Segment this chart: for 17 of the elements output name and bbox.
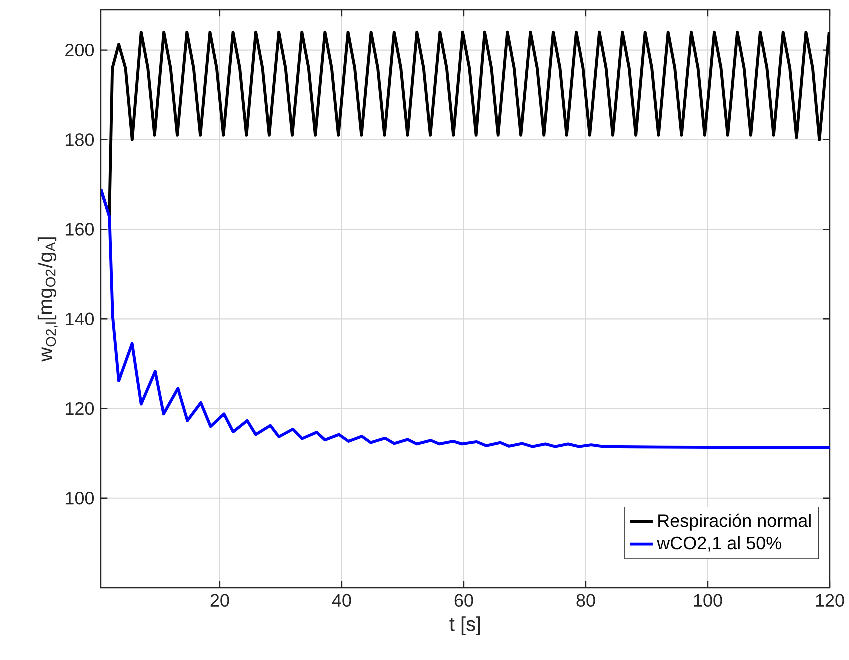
x-axis-title: t [s] [450,616,480,636]
x-tick-label: 80 [576,594,596,607]
x-tick-label: 60 [454,594,474,607]
y-axis-title: w$_{O2,l}$[mg$_{O2}$/g$_{A}$] [38,238,58,362]
y-tick-label: 140 [66,312,94,326]
y-tick-label: 200 [66,44,94,57]
legend-label: Respiración normal [658,514,811,531]
y-tick-label: 100 [66,492,94,505]
y-tick-label: 160 [66,223,94,236]
x-tick-label: 120 [816,594,844,607]
line-series [101,188,830,450]
legend-label: wCO2,1 al 50% [657,536,782,552]
x-tick-label: 100 [694,594,722,607]
x-tick-label: 40 [332,594,352,607]
y-tick-label: 180 [66,134,94,146]
x-tick-label: 20 [210,594,230,607]
y-tick-label: 120 [66,402,94,416]
